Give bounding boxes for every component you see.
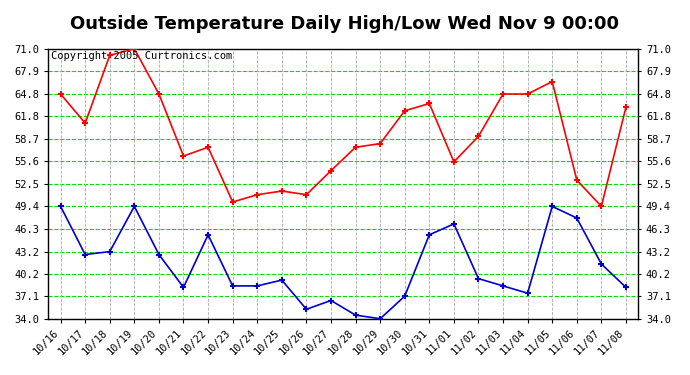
Text: Copyright 2005 Curtronics.com: Copyright 2005 Curtronics.com bbox=[51, 51, 233, 62]
Text: Outside Temperature Daily High/Low Wed Nov 9 00:00: Outside Temperature Daily High/Low Wed N… bbox=[70, 15, 620, 33]
